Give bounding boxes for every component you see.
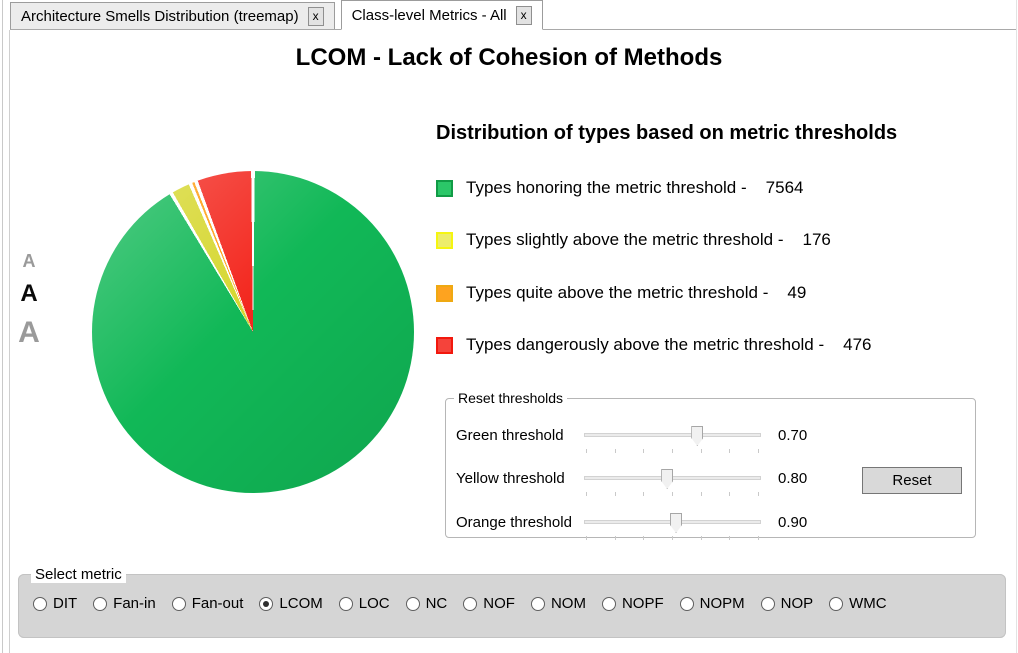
slider-thumb[interactable] <box>691 426 704 446</box>
content-pane-border <box>9 30 10 653</box>
window-left-border <box>2 0 3 653</box>
green-swatch-icon <box>436 179 453 197</box>
yellow-threshold-slider[interactable] <box>584 467 761 497</box>
select-metric-group-label: Select metric <box>31 566 126 583</box>
legend-count: 49 <box>787 283 807 302</box>
radio-icon[interactable] <box>760 596 775 611</box>
orange-threshold-row: Orange threshold 0.90 <box>446 511 975 545</box>
reset-thresholds-group: Reset thresholds Green threshold 0.70 Ye… <box>445 390 976 540</box>
radio-nom[interactable]: NOM <box>530 595 586 612</box>
slider-thumb[interactable] <box>670 513 683 533</box>
radio-nopf[interactable]: NOPF <box>601 595 664 612</box>
orange-threshold-label: Orange threshold <box>456 514 572 531</box>
radio-icon[interactable] <box>530 596 545 611</box>
green-threshold-label: Green threshold <box>456 427 564 444</box>
legend-count: 476 <box>843 335 872 354</box>
radio-icon[interactable] <box>679 596 694 611</box>
radio-fan-out[interactable]: Fan-out <box>171 595 244 612</box>
radio-fan-in[interactable]: Fan-in <box>93 595 156 612</box>
font-size-controls: A A A <box>10 252 48 348</box>
legend-label: Types dangerously above the metric thres… <box>466 335 825 354</box>
radio-label: LCOM <box>279 595 323 612</box>
radio-dit[interactable]: DIT <box>33 595 77 612</box>
legend-label: Types quite above the metric threshold - <box>466 283 769 302</box>
radio-icon[interactable] <box>463 596 478 611</box>
reset-button[interactable]: Reset <box>862 467 962 494</box>
radio-label: NOPF <box>621 595 664 612</box>
yellow-swatch-icon <box>436 231 453 249</box>
radio-nop[interactable]: NOP <box>760 595 814 612</box>
legend-item-yellow: Types slightly above the metric threshol… <box>436 230 831 250</box>
slider-thumb[interactable] <box>661 469 674 489</box>
radio-icon[interactable] <box>93 596 108 611</box>
legend-item-red: Types dangerously above the metric thres… <box>436 335 872 355</box>
legend-item-green: Types honoring the metric threshold - 75… <box>436 178 803 198</box>
radio-label: DIT <box>53 595 78 612</box>
slider-ticks <box>586 492 759 496</box>
radio-label: NOM <box>550 595 586 612</box>
yellow-threshold-row: Yellow threshold 0.80 <box>446 467 975 501</box>
yellow-threshold-value: 0.80 <box>778 470 808 487</box>
close-icon[interactable]: x <box>307 6 324 26</box>
legend-header: Distribution of types based on metric th… <box>436 122 898 144</box>
radio-icon[interactable] <box>171 596 186 611</box>
orange-swatch-icon <box>436 284 453 302</box>
radio-icon[interactable] <box>601 596 616 611</box>
window-right-border <box>1016 0 1017 653</box>
legend-count: 176 <box>802 230 831 249</box>
radio-icon[interactable] <box>405 596 420 611</box>
radio-loc[interactable]: LOC <box>338 595 390 612</box>
radio-icon[interactable] <box>829 596 844 611</box>
radio-icon[interactable] <box>259 596 274 611</box>
pie-chart[interactable] <box>92 171 414 493</box>
slider-ticks <box>586 449 759 453</box>
radio-lcom[interactable]: LCOM <box>259 595 323 612</box>
radio-icon[interactable] <box>338 596 353 611</box>
close-icon[interactable]: x <box>515 5 532 25</box>
font-size-large-button[interactable]: A <box>18 316 40 349</box>
legend-item-orange: Types quite above the metric threshold -… <box>436 283 806 303</box>
radio-label: Fan-out <box>191 595 244 612</box>
select-metric-group: Select metric DIT Fan-in Fan-out LCOM LO… <box>18 566 1006 638</box>
metric-radio-row: DIT Fan-in Fan-out LCOM LOC NC NOF NOM N… <box>19 583 1005 612</box>
tab-bar: Architecture Smells Distribution (treema… <box>10 0 1016 30</box>
legend-count: 7564 <box>765 178 804 197</box>
radio-label: NOPM <box>699 595 745 612</box>
red-swatch-icon <box>436 336 453 354</box>
radio-wmc[interactable]: WMC <box>829 595 887 612</box>
radio-label: LOC <box>358 595 390 612</box>
radio-label: NOF <box>483 595 515 612</box>
green-threshold-value: 0.70 <box>778 427 808 444</box>
legend-label: Types slightly above the metric threshol… <box>466 230 784 249</box>
orange-threshold-slider[interactable] <box>584 511 761 541</box>
radio-label: WMC <box>849 595 887 612</box>
radio-nof[interactable]: NOF <box>463 595 515 612</box>
green-threshold-slider[interactable] <box>584 424 761 454</box>
orange-threshold-value: 0.90 <box>778 514 808 531</box>
yellow-threshold-label: Yellow threshold <box>456 470 565 487</box>
tab-class-level-metrics[interactable]: Class-level Metrics - All x <box>340 0 543 30</box>
radio-icon[interactable] <box>33 596 47 611</box>
radio-label: NOP <box>780 595 814 612</box>
slider-track[interactable] <box>584 433 761 437</box>
page-title: LCOM - Lack of Cohesion of Methods <box>295 44 723 71</box>
radio-nopm[interactable]: NOPM <box>679 595 745 612</box>
radio-nc[interactable]: NC <box>405 595 448 612</box>
reset-thresholds-group-label: Reset thresholds <box>454 390 568 406</box>
radio-label: Fan-in <box>113 595 156 612</box>
tab-label: Architecture Smells Distribution (treema… <box>21 7 299 25</box>
tab-architecture-smells[interactable]: Architecture Smells Distribution (treema… <box>10 2 335 29</box>
font-size-medium-button[interactable]: A <box>20 280 38 307</box>
slider-ticks <box>586 536 759 540</box>
radio-label: NC <box>425 595 448 612</box>
legend-label: Types honoring the metric threshold - <box>466 178 747 197</box>
font-size-small-button[interactable]: A <box>22 251 36 271</box>
green-threshold-row: Green threshold 0.70 <box>446 424 975 458</box>
tab-label: Class-level Metrics - All <box>351 6 507 24</box>
